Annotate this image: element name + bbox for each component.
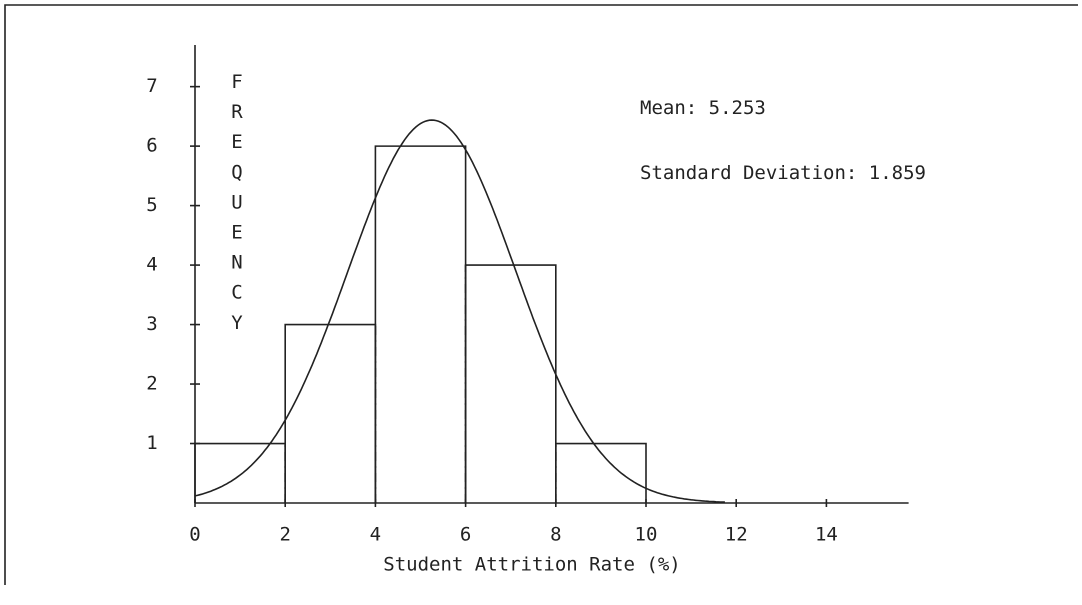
y-tick-label: 4 <box>146 254 157 276</box>
bar <box>194 442 286 503</box>
sd-annotation: Standard Deviation: 1.859 <box>640 162 926 184</box>
bar <box>464 264 557 503</box>
y-tick-label: 6 <box>146 135 157 157</box>
normal-curve <box>194 119 725 503</box>
x-tick-label: 6 <box>460 524 471 546</box>
x-tick-label: 4 <box>370 524 381 546</box>
mean-label: Mean: <box>640 97 697 119</box>
y-tick-label: 5 <box>146 194 157 216</box>
bar <box>284 323 377 503</box>
x-tick-label: 14 <box>815 524 838 546</box>
mean-value: 5.253 <box>709 97 766 119</box>
x-tick-label: 2 <box>279 524 290 546</box>
y-tick-label: 3 <box>146 313 157 335</box>
x-axis-label: Student Attrition Rate (%) <box>383 554 680 576</box>
x-tick-label: 10 <box>635 524 658 546</box>
sd-value: 1.859 <box>869 162 926 184</box>
x-tick-label: 8 <box>550 524 561 546</box>
x-tick-label: 12 <box>725 524 748 546</box>
sd-label: Standard Deviation: <box>640 162 857 184</box>
mean-annotation: Mean: 5.253 <box>640 97 766 119</box>
frame <box>4 4 1078 585</box>
x-tick-label: 0 <box>189 524 200 546</box>
y-tick-label: 7 <box>146 75 157 97</box>
y-tick-label: 2 <box>146 373 157 395</box>
bar <box>374 145 467 503</box>
y-tick-label: 1 <box>146 432 157 454</box>
